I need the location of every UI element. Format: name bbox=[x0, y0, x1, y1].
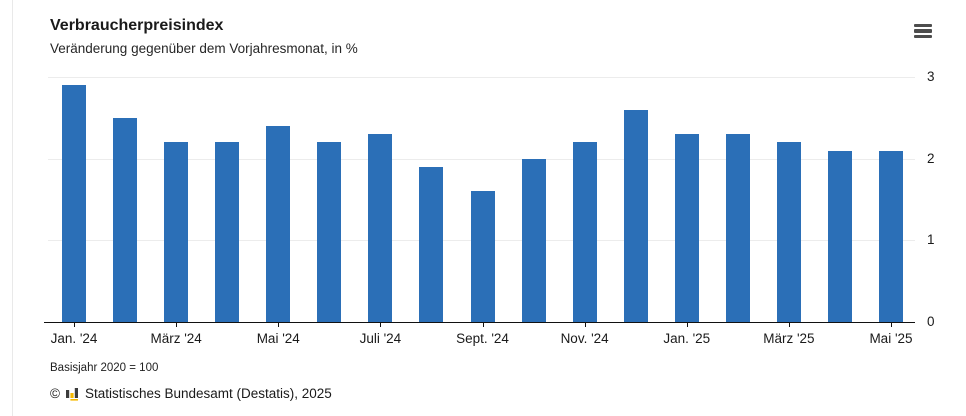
x-axis-tick bbox=[482, 322, 484, 327]
bar-Juni '24[interactable] bbox=[317, 142, 342, 322]
y-axis-tick-label: 0 bbox=[927, 314, 935, 329]
gridline-y2 bbox=[48, 158, 915, 160]
y-axis-tick-label: 2 bbox=[927, 150, 935, 166]
destatis-bar-chart-icon bbox=[65, 387, 78, 401]
y-axis-tick-label: 3 bbox=[927, 69, 935, 84]
x-axis-tick-label: Juli '24 bbox=[359, 331, 402, 346]
x-axis-tick bbox=[891, 322, 892, 327]
bar-März '25[interactable] bbox=[776, 142, 801, 322]
bar-Jan. '24[interactable] bbox=[62, 85, 86, 322]
bar-Aug. '24[interactable] bbox=[419, 166, 444, 322]
bar-Mai '25[interactable] bbox=[879, 150, 903, 322]
copyright-symbol: © bbox=[50, 386, 60, 401]
bar-chart-plot-area: 0 1 2 3 Jan. '24 März '24 Mai '24 Juli '24 Sept.… bbox=[44, 69, 935, 346]
source-attribution: © Statistisches Bundesamt (Destatis), 20… bbox=[50, 386, 332, 401]
bar-Feb. '25[interactable] bbox=[725, 134, 750, 322]
x-axis-tick-label: März '24 bbox=[150, 331, 202, 346]
x-axis-tick bbox=[74, 322, 75, 327]
y-axis-tick-label: 1 bbox=[927, 232, 935, 248]
x-axis-tick bbox=[380, 322, 382, 327]
chart-subtitle: Veränderung gegenüber dem Vorjahresmonat… bbox=[50, 41, 358, 56]
bar-Okt. '24[interactable] bbox=[521, 158, 546, 322]
gridline-y3 bbox=[48, 77, 915, 78]
x-axis-line bbox=[44, 322, 915, 323]
bar-März '24[interactable] bbox=[164, 142, 189, 322]
x-axis-tick-label: Mai '25 bbox=[869, 331, 913, 346]
source-text: Statistisches Bundesamt (Destatis), 2025 bbox=[84, 386, 332, 401]
bar-Apr. '25[interactable] bbox=[827, 150, 852, 322]
left-divider bbox=[12, 0, 13, 416]
x-axis-tick-label: Jan. '24 bbox=[50, 331, 98, 346]
x-axis-tick-label: Jan. '25 bbox=[663, 331, 711, 346]
x-axis-tick-label: Nov. '24 bbox=[560, 331, 609, 346]
x-axis-tick bbox=[686, 322, 688, 327]
chart-header: Verbraucherpreisindex Veränderung gegenü… bbox=[50, 16, 916, 57]
bar-Apr. '24[interactable] bbox=[215, 142, 240, 322]
bar-Feb. '24[interactable] bbox=[113, 117, 138, 322]
x-axis-tick bbox=[278, 322, 280, 327]
base-year-note: Basisjahr 2020 = 100 bbox=[50, 362, 159, 374]
bar-Juli '24[interactable] bbox=[368, 134, 393, 322]
bar-Dez. '24[interactable] bbox=[623, 109, 648, 322]
hamburger-menu-icon[interactable] bbox=[914, 24, 932, 38]
x-axis-tick bbox=[584, 322, 586, 327]
x-axis-tick-label: Sept. '24 bbox=[456, 331, 509, 346]
bar-Nov. '24[interactable] bbox=[572, 142, 597, 322]
bar-Sept. '24[interactable] bbox=[470, 191, 495, 322]
chart-title: Verbraucherpreisindex bbox=[50, 17, 224, 34]
x-axis-tick-label: März '25 bbox=[763, 331, 815, 346]
x-axis-tick bbox=[788, 322, 790, 327]
x-axis-tick bbox=[176, 322, 178, 327]
bar-Jan. '25[interactable] bbox=[674, 134, 699, 322]
bar-Mai '24[interactable] bbox=[266, 126, 291, 322]
x-axis-tick-label: Mai '24 bbox=[256, 331, 300, 346]
